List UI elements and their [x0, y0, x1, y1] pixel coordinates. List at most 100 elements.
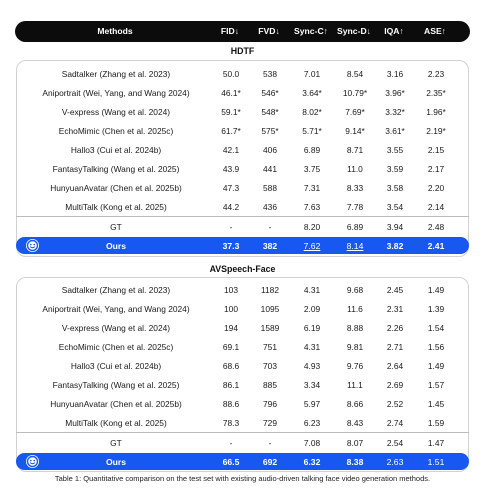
table-header: Methods FID↓ FVD↓ Sync-C↑ Sync-D↓ IQA↑ A… — [15, 21, 470, 42]
method-name: Sadtalker (Zhang et al. 2023) — [61, 69, 171, 79]
ase-value: 1.49 — [427, 361, 445, 371]
sync-d-value: 9.68 — [346, 285, 364, 295]
table-row: MultiTalk (Kong et al. 2025) 78.3 729 6.… — [16, 414, 469, 431]
fvd-value: 575* — [261, 126, 279, 136]
iqa-value: 2.31 — [386, 304, 404, 314]
fid-value: 69.1 — [222, 342, 240, 352]
method-name: Aniportrait (Wei, Yang, and Wang 2024) — [42, 304, 190, 314]
ase-value: 1.39 — [427, 304, 445, 314]
header-sync-d: Sync-D↓ — [337, 26, 371, 36]
method-name: Sadtalker (Zhang et al. 2023) — [61, 285, 171, 295]
sync-d-value: 8.07 — [346, 438, 364, 448]
sync-d-value: 8.43 — [346, 418, 364, 428]
ase-value: 1.57 — [427, 380, 445, 390]
sync-d-value: 11.0 — [347, 164, 363, 174]
ours-row-hdtf: Ours 37.3 382 7.62 8.14 3.82 2.41 — [16, 237, 469, 254]
sync-c-value: 5.97 — [303, 399, 321, 409]
ase-value: 1.59 — [427, 418, 445, 428]
sync-c-value: 7.08 — [303, 438, 321, 448]
iqa-value: 2.71 — [386, 342, 404, 352]
table-row-gt: GT - - 8.20 6.89 3.94 2.48 — [16, 218, 469, 235]
table-caption: Table 1: Quantitative comparison on the … — [54, 474, 431, 483]
iqa-value: 3.58 — [386, 183, 404, 193]
method-name: V-express (Wang et al. 2024) — [61, 323, 171, 333]
table-row: V-express (Wang et al. 2024) 194 1589 6.… — [16, 319, 469, 336]
fid-value: 61.7* — [221, 126, 241, 136]
ase-value: 1.47 — [427, 438, 445, 448]
iqa-value: 2.54 — [386, 438, 404, 448]
table-row: FantasyTalking (Wang et al. 2025) 43.9 4… — [16, 160, 469, 177]
fvd-value: - — [268, 438, 272, 448]
fvd-value: 436 — [263, 202, 277, 212]
fid-value: 50.0 — [222, 69, 240, 79]
method-name: Ours — [105, 457, 127, 467]
fid-value: 86.1 — [222, 380, 240, 390]
iqa-value: 3.59 — [386, 164, 404, 174]
fvd-value: 703 — [263, 361, 277, 371]
table-row: FantasyTalking (Wang et al. 2025) 86.1 8… — [16, 376, 469, 393]
sync-c-value: 6.89 — [303, 145, 321, 155]
fid-value: 43.9 — [222, 164, 240, 174]
method-name: Hallo3 (Cui et al. 2024b) — [70, 145, 162, 155]
fid-value: 103 — [224, 285, 238, 295]
sync-c-value: 5.71* — [302, 126, 322, 136]
fid-value: 59.1* — [221, 107, 241, 117]
table-row: EchoMimic (Chen et al. 2025c) 69.1 751 4… — [16, 338, 469, 355]
smiley-logo-icon — [26, 455, 39, 468]
iqa-value: 2.64 — [386, 361, 404, 371]
sync-c-value: 8.20 — [303, 222, 321, 232]
sync-d-value: 7.69* — [345, 107, 365, 117]
smiley-logo-icon — [26, 239, 39, 252]
ase-value: 1.54 — [427, 323, 445, 333]
fvd-value: 546* — [261, 88, 279, 98]
method-name: GT — [110, 438, 122, 448]
sync-d-value: 8.71 — [346, 145, 364, 155]
iqa-value: 2.45 — [386, 285, 404, 295]
iqa-value: 2.74 — [386, 418, 404, 428]
table-row: MultiTalk (Kong et al. 2025) 44.2 436 7.… — [16, 198, 469, 215]
fid-value: 46.1* — [221, 88, 241, 98]
ase-value: 2.19* — [426, 126, 446, 136]
sync-c-value: 7.62 — [303, 241, 321, 251]
table-row: HunyuanAvatar (Chen et al. 2025b) 47.3 5… — [16, 179, 469, 196]
sync-d-value: 9.81 — [346, 342, 364, 352]
fvd-value: 1589 — [260, 323, 280, 333]
fvd-value: - — [268, 222, 272, 232]
fvd-value: 885 — [263, 380, 277, 390]
ase-value: 2.35* — [426, 88, 446, 98]
ase-value: 2.15 — [427, 145, 445, 155]
fvd-value: 382 — [262, 241, 278, 251]
header-ase: ASE↑ — [424, 26, 446, 36]
fid-value: 42.1 — [222, 145, 240, 155]
method-name: EchoMimic (Chen et al. 2025c) — [58, 342, 174, 352]
ase-value: 2.17 — [427, 164, 445, 174]
row-divider — [16, 432, 469, 433]
row-divider — [16, 216, 469, 217]
table-row: Aniportrait (Wei, Yang, and Wang 2024) 1… — [16, 300, 469, 317]
method-name: GT — [110, 222, 122, 232]
method-name: Aniportrait (Wei, Yang, and Wang 2024) — [42, 88, 190, 98]
sync-d-value: 8.54 — [346, 69, 364, 79]
method-name: Hallo3 (Cui et al. 2024b) — [70, 361, 162, 371]
ase-value: 2.14 — [427, 202, 445, 212]
header-fvd: FVD↓ — [258, 26, 280, 36]
ours-row-avspeech: Ours 66.5 692 6.32 8.38 2.63 1.51 — [16, 453, 469, 470]
sync-d-value: 11.1 — [347, 380, 363, 390]
sync-d-value: 8.14 — [346, 241, 364, 251]
sync-c-value: 7.01 — [303, 69, 321, 79]
table-row-gt: GT - - 7.08 8.07 2.54 1.47 — [16, 434, 469, 451]
method-name: MultiTalk (Kong et al. 2025) — [65, 202, 167, 212]
sync-d-value: 9.14* — [345, 126, 365, 136]
iqa-value: 3.82 — [386, 241, 404, 251]
iqa-value: 2.69 — [386, 380, 404, 390]
ase-value: 2.41 — [427, 241, 445, 251]
iqa-value: 3.96* — [385, 88, 405, 98]
sync-c-value: 7.31 — [303, 183, 321, 193]
ase-value: 1.96* — [426, 107, 446, 117]
iqa-value: 2.52 — [386, 399, 404, 409]
ase-value: 1.49 — [427, 285, 445, 295]
table-row: Hallo3 (Cui et al. 2024b) 68.6 703 4.93 … — [16, 357, 469, 374]
fid-value: 194 — [224, 323, 238, 333]
sync-d-value: 10.79* — [342, 88, 368, 98]
sync-c-value: 3.64* — [302, 88, 322, 98]
